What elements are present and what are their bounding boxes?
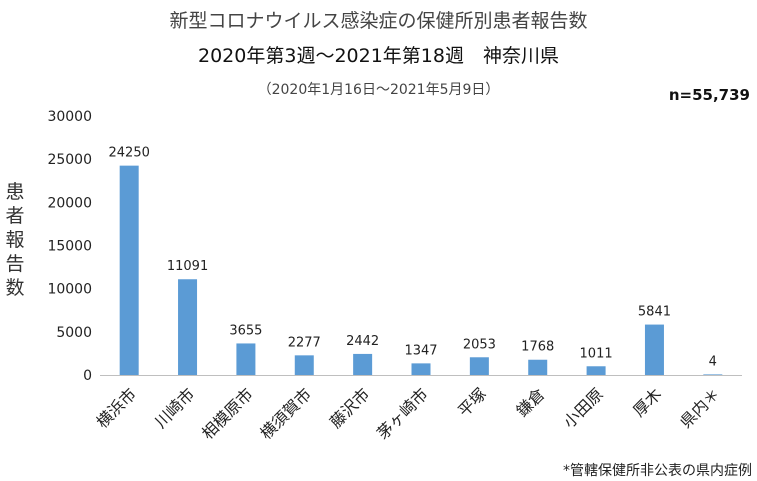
y-tick-label: 0	[83, 368, 92, 384]
y-tick-label: 30000	[47, 109, 92, 125]
x-tick-label: 藤沢市	[326, 384, 373, 431]
x-tick-label: 相模原市	[198, 384, 257, 443]
x-tick-label: 平塚	[454, 384, 490, 420]
bar	[411, 363, 431, 375]
data-label: 2442	[346, 334, 379, 349]
x-tick-label: 厚木	[629, 384, 665, 420]
x-tick-label: 川崎市	[151, 384, 198, 431]
y-tick-label: 15000	[47, 239, 92, 255]
x-tick-label: 横浜市	[93, 384, 140, 431]
y-tick-label: 20000	[47, 195, 92, 211]
bar	[703, 374, 723, 375]
y-tick-label: 25000	[47, 152, 92, 168]
x-tick-label: 横須賀市	[256, 384, 315, 443]
data-label: 3655	[229, 323, 262, 338]
x-tick-label: 茅ヶ崎市	[373, 384, 432, 443]
data-label: 4	[709, 354, 717, 369]
data-label: 1768	[521, 340, 554, 355]
x-tick-label: 小田原	[560, 384, 607, 431]
data-label: 5841	[638, 305, 671, 320]
bar	[119, 165, 139, 375]
x-tick-label: 鎌倉	[512, 384, 548, 420]
y-tick-label: 10000	[47, 282, 92, 298]
bar	[469, 357, 489, 375]
bar	[644, 324, 664, 375]
data-label: 24250	[109, 146, 150, 161]
y-tick-label: 5000	[56, 325, 92, 341]
data-label: 2277	[288, 335, 321, 350]
bar	[178, 279, 198, 375]
bar	[236, 343, 256, 375]
data-label: 1011	[580, 346, 613, 361]
chart-subtitle: （2020年1月16日～2021年5月9日）	[257, 82, 500, 98]
bar	[528, 359, 548, 375]
chart-title-period: 2020年第3週～2021年第18週 神奈川県	[198, 45, 559, 67]
bar	[294, 355, 314, 375]
x-tick-label: 県内＊	[676, 384, 723, 431]
bar	[586, 366, 606, 375]
chart-title: 新型コロナウイルス感染症の保健所別患者報告数	[169, 10, 588, 32]
y-axis-label: 患者報告数	[5, 181, 25, 299]
data-label: 1347	[404, 343, 437, 358]
data-label: 11091	[167, 259, 208, 274]
footnote: *管轄保健所非公表の県内症例	[563, 463, 752, 479]
sample-size-label: n=55,739	[668, 86, 750, 104]
data-label: 2053	[463, 337, 496, 352]
bar	[353, 353, 373, 375]
